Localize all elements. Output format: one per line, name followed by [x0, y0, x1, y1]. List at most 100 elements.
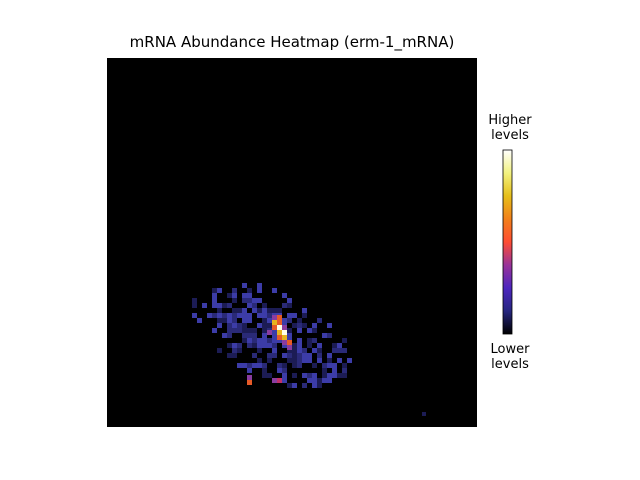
heatmap-cell [317, 348, 322, 353]
heatmap-cell [242, 283, 247, 288]
heatmap-cell [257, 348, 262, 353]
heatmap-cell [282, 343, 287, 348]
heatmap-cell [247, 303, 252, 308]
heatmap-hotspot-cell [247, 380, 252, 385]
heatmap-cell [317, 378, 322, 383]
heatmap-cell [247, 333, 252, 338]
heatmap-cell [247, 328, 252, 333]
heatmap-cell [302, 348, 307, 353]
heatmap-cell [252, 328, 257, 333]
heatmap-cell [267, 323, 272, 328]
heatmap-cell [267, 358, 272, 363]
heatmap-cell [302, 358, 307, 363]
heatmap-cell [257, 298, 262, 303]
heatmap-cell [327, 333, 332, 338]
heatmap-cell [327, 363, 332, 368]
heatmap-cell [242, 328, 247, 333]
heatmap-cell [257, 343, 262, 348]
heatmap-cell [282, 293, 287, 298]
heatmap-cell [302, 308, 307, 313]
heatmap-cell [232, 323, 237, 328]
heatmap-cell [242, 298, 247, 303]
heatmap-cell [237, 313, 242, 318]
heatmap-cell [212, 293, 217, 298]
heatmap-cell [227, 323, 232, 328]
heatmap-cell [227, 333, 232, 338]
heatmap-cell [287, 318, 292, 323]
heatmap-cell [297, 353, 302, 358]
heatmap-cell [307, 378, 312, 383]
heatmap-cell [262, 338, 267, 343]
heatmap-cell [267, 308, 272, 313]
heatmap-cell [217, 303, 222, 308]
heatmap-cell [277, 308, 282, 313]
heatmap-cell [237, 343, 242, 348]
heatmap-cell [227, 303, 232, 308]
heatmap-cell [237, 323, 242, 328]
heatmap-cell [272, 338, 277, 343]
heatmap-hotspot-cell [277, 325, 282, 330]
heatmap-cell [297, 328, 302, 333]
heatmap-cell [327, 358, 332, 363]
heatmap-cell [242, 313, 247, 318]
heatmap-cell [287, 353, 292, 358]
heatmap-cell [222, 333, 227, 338]
heatmap-cell [242, 338, 247, 343]
heatmap-cell [232, 298, 237, 303]
heatmap-cell [312, 323, 317, 328]
colorbar-low-label: Lower levels [490, 342, 530, 372]
heatmap-cell [297, 363, 302, 368]
heatmap-cell [287, 298, 292, 303]
heatmap-cell [272, 308, 277, 313]
heatmap-cell [292, 348, 297, 353]
heatmap-hotspot-cell [287, 340, 292, 345]
heatmap-cell [212, 303, 217, 308]
heatmap-cell [312, 328, 317, 333]
heatmap-cell [237, 363, 242, 368]
heatmap-cell [307, 343, 312, 348]
heatmap-cell [247, 288, 252, 293]
heatmap-cell [252, 308, 257, 313]
heatmap-cell [232, 328, 237, 333]
heatmap-cell [332, 368, 337, 373]
heatmap-cell [232, 318, 237, 323]
heatmap-cell [267, 338, 272, 343]
heatmap-cell [252, 298, 257, 303]
heatmap-cell [317, 383, 322, 388]
heatmap-cell [252, 363, 257, 368]
heatmap-cell [227, 353, 232, 358]
heatmap-cell [262, 343, 267, 348]
heatmap-cell [312, 348, 317, 353]
heatmap-cell [297, 348, 302, 353]
heatmap-cell [262, 323, 267, 328]
heatmap-cell [312, 373, 317, 378]
heatmap-cell [332, 348, 337, 353]
heatmap-cell [282, 378, 287, 383]
heatmap-cell [237, 308, 242, 313]
heatmap-cell [247, 318, 252, 323]
heatmap-hotspot-cell [272, 325, 277, 330]
heatmap-cell [202, 303, 207, 308]
heatmap-cell [207, 313, 212, 318]
heatmap-cell [307, 353, 312, 358]
heatmap-cell [337, 348, 342, 353]
heatmap-cell [247, 368, 252, 373]
heatmap-cell [242, 323, 247, 328]
heatmap-cell [327, 353, 332, 358]
heatmap-cell [257, 323, 262, 328]
heatmap-cell [247, 363, 252, 368]
heatmap-cell [322, 333, 327, 338]
heatmap-cell [247, 293, 252, 298]
heatmap-cell [242, 293, 247, 298]
heatmap-cell [327, 378, 332, 383]
heatmap-cell [272, 353, 277, 358]
heatmap-cell [217, 323, 222, 328]
heatmap-cell [302, 373, 307, 378]
heatmap-cell [257, 313, 262, 318]
heatmap-cell [197, 318, 202, 323]
heatmap-cell [292, 313, 297, 318]
heatmap-cell [337, 358, 342, 363]
heatmap-cell [217, 348, 222, 353]
heatmap-cells [192, 283, 426, 416]
